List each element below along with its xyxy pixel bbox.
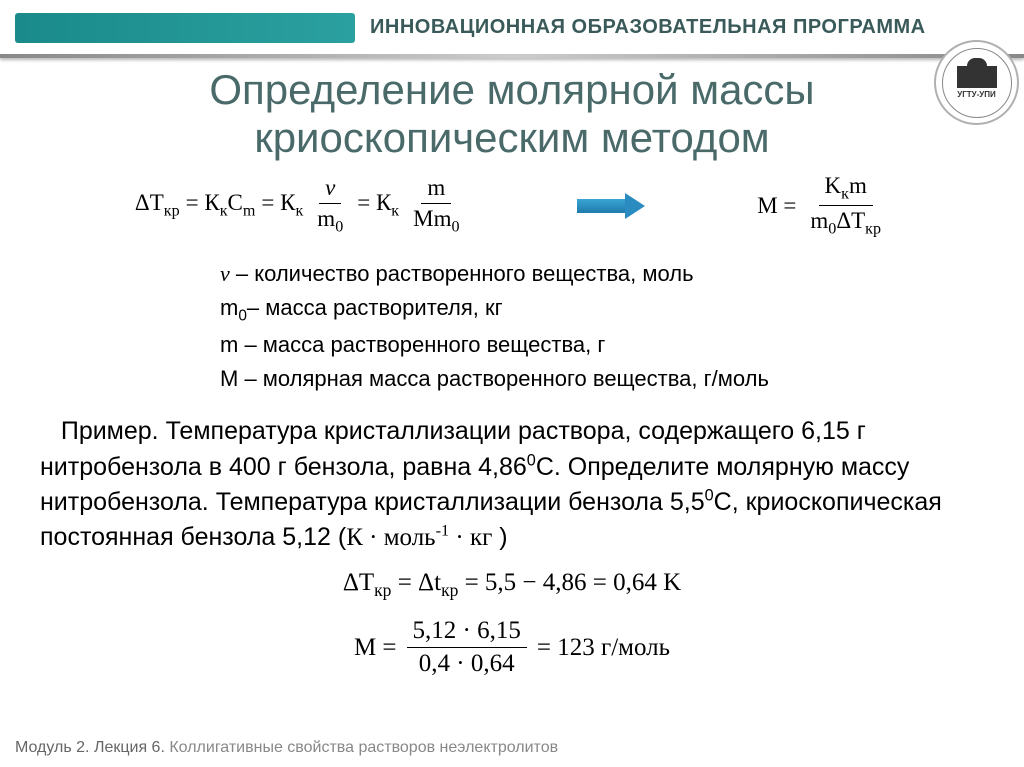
eq2: = Кк [261,190,303,221]
header-divider [0,54,1024,58]
header-accent-bar [15,13,355,43]
def-m0: m0– масса растворителя, кг [220,291,984,328]
logo-building-icon [957,66,997,88]
footer: Модуль 2. Лекция 6. Коллигативные свойст… [15,739,558,757]
slide-content: Определение молярной массы криоскопическ… [0,66,1024,678]
delta-T: ΔTкр [135,190,180,221]
header-bar: ИННОВАЦИОННАЯ ОБРАЗОВАТЕЛЬНАЯ ПРОГРАММА … [0,0,1024,54]
footer-module: Модуль 2. Лекция 6. [15,739,169,756]
example-text: Пример. Температура кристаллизации раств… [40,417,942,551]
fraction-result: Kкm m0ΔTкр [804,173,887,239]
calc-denominator: 0,4 · 0,64 [413,648,521,678]
example-problem: Пример. Температура кристаллизации раств… [40,414,984,555]
formula-derivation: ΔTкр = КкCm = Кк ν m0 = Кк m Mm0 [135,175,468,237]
fraction-calc: 5,12 · 6,15 0,4 · 0,64 [407,617,527,678]
footer-topic: Коллигативные свойства растворов неэлект… [169,739,558,756]
denominator-Mm0: Mm0 [407,204,465,237]
arrow-icon [577,195,647,217]
university-logo: УГТУ-УПИ [934,40,1019,125]
variable-definitions: ν – количество растворенного вещества, м… [220,257,984,397]
fraction-m-Mm0: m Mm0 [407,175,465,237]
calc-numerator: 5,12 · 6,15 [407,617,527,648]
logo-text: УГТУ-УПИ [957,90,996,99]
numerator-m: m [421,175,451,204]
denominator-m0dT: m0ΔTкр [804,206,887,239]
program-label: ИННОВАЦИОННАЯ ОБРАЗОВАТЕЛЬНАЯ ПРОГРАММА [370,16,926,39]
formula-row: ΔTкр = КкCm = Кк ν m0 = Кк m Mm0 M = Kкm… [80,173,944,239]
def-m: m – масса растворенного вещества, г [220,328,984,362]
eq1: = КкCm [186,190,256,221]
fraction-nu-m0: ν m0 [311,175,349,237]
def-nu: ν – количество растворенного вещества, м… [220,257,984,291]
def-M: M – молярная масса растворенного веществ… [220,362,984,396]
calculation-M: M = 5,12 · 6,15 0,4 · 0,64 = 123 г/моль [40,617,984,678]
eq3: = Кк [357,190,399,221]
formula-result: M = Kкm m0ΔTкр [757,173,889,239]
calculation-dT: ΔTкр = Δtкр = 5,5 − 4,86 = 0,64 K [40,569,984,601]
M-label: M = [354,634,397,662]
calc-result: = 123 г/моль [537,634,670,662]
slide-title: Определение молярной массы криоскопическ… [40,66,984,163]
numerator-nu: ν [319,175,341,204]
denominator-m0: m0 [311,204,349,237]
logo-inner: УГТУ-УПИ [942,48,1012,118]
M-equals: M = [757,193,796,219]
numerator-Kkm: Kкm [819,173,873,207]
